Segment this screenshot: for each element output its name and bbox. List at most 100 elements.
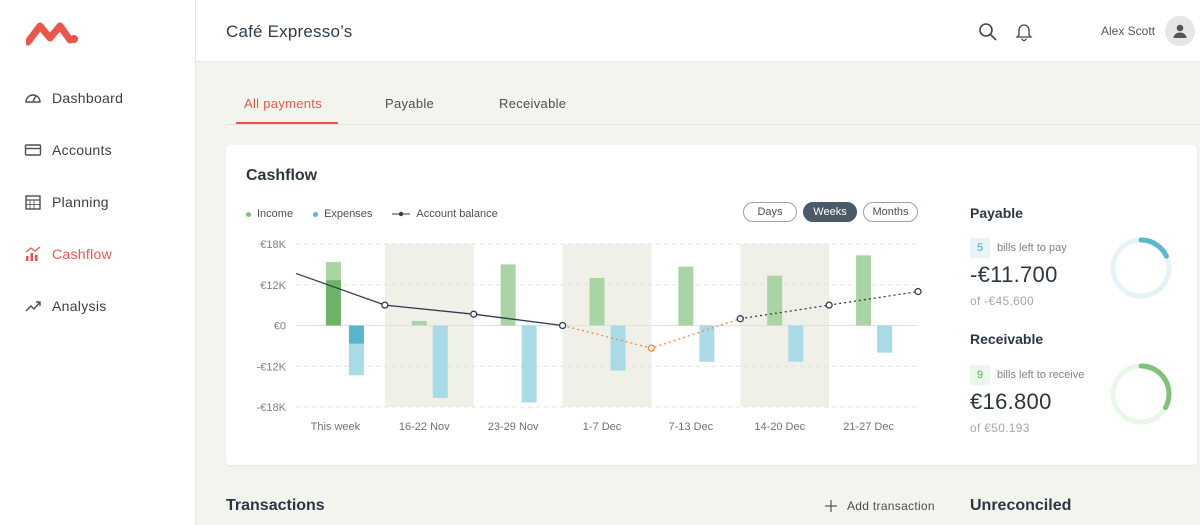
y-tick-label: -€18K bbox=[257, 402, 287, 414]
calendar-icon bbox=[24, 193, 42, 211]
user-name[interactable]: Alex Scott bbox=[1101, 24, 1156, 38]
sidebar-nav: Dashboard Accounts Planning Cashflow Ana… bbox=[0, 72, 196, 332]
y-tick-label: €18K bbox=[260, 239, 286, 251]
payable-amount: -€11.700 bbox=[970, 262, 1058, 287]
dashboard-icon bbox=[24, 89, 42, 107]
user-icon bbox=[1173, 24, 1187, 38]
expense-bar bbox=[877, 325, 893, 353]
sidebar: Dashboard Accounts Planning Cashflow Ana… bbox=[0, 0, 196, 525]
bell-icon[interactable] bbox=[1014, 21, 1034, 41]
add-transaction-label: Add transaction bbox=[847, 499, 935, 513]
receivable-amount: €16.800 bbox=[970, 389, 1052, 414]
x-tick-label: 7-13 Dec bbox=[669, 421, 714, 433]
balance-point bbox=[470, 310, 478, 318]
m-logo-icon[interactable] bbox=[26, 20, 80, 46]
income-bar bbox=[589, 277, 605, 326]
balance-point bbox=[736, 315, 744, 323]
period-months-button[interactable]: Months bbox=[863, 202, 918, 222]
payable-ring bbox=[1110, 237, 1172, 299]
plus-icon bbox=[825, 500, 837, 512]
expense-bar bbox=[699, 325, 715, 362]
x-tick-label: 14-20 Dec bbox=[754, 421, 805, 433]
balance-point bbox=[914, 287, 922, 296]
payable-bills-text: bills left to pay bbox=[997, 242, 1067, 254]
payment-tabs: All payments Payable Receivable bbox=[226, 80, 1200, 125]
legend-balance: Account balance bbox=[392, 208, 498, 220]
receivable-ring bbox=[1110, 363, 1172, 425]
top-bar: Café Expresso’s Alex Scott bbox=[196, 0, 1200, 62]
tab-payable[interactable]: Payable bbox=[385, 96, 435, 111]
income-bar bbox=[767, 275, 783, 326]
income-bar bbox=[411, 320, 427, 326]
payable-title: Payable bbox=[970, 205, 1023, 221]
page-title: Café Expresso’s bbox=[226, 22, 353, 41]
legend-expenses-label: Expenses bbox=[324, 208, 373, 220]
receivable-title: Receivable bbox=[970, 331, 1044, 347]
receivable-count: 9 bbox=[970, 365, 990, 385]
payable-bills: 5 bills left to pay bbox=[970, 238, 1067, 258]
bar-chart-icon bbox=[24, 245, 42, 263]
y-tick-label: €0 bbox=[274, 321, 286, 333]
cashflow-title: Cashflow bbox=[246, 167, 318, 184]
cashflow-chart: €18K €12K €0 -€12K -€18K This week 16-22 Nov 23… bbox=[257, 239, 922, 433]
balance-line bbox=[295, 272, 563, 327]
card-icon bbox=[24, 141, 42, 159]
ring-progress bbox=[1110, 363, 1172, 425]
legend-balance-label: Account balance bbox=[416, 208, 498, 220]
expense-bar bbox=[521, 325, 537, 403]
legend-expenses: Expenses bbox=[313, 208, 372, 220]
search-icon[interactable] bbox=[978, 22, 998, 42]
trend-icon bbox=[24, 297, 42, 315]
x-tick-label: This week bbox=[311, 421, 361, 433]
income-bar bbox=[500, 264, 516, 326]
sidebar-item-accounts[interactable]: Accounts bbox=[0, 124, 196, 176]
balance-point bbox=[647, 344, 656, 352]
expenses-dot-icon bbox=[313, 211, 319, 217]
income-bar bbox=[856, 255, 872, 326]
x-tick-label: 16-22 Nov bbox=[399, 421, 450, 433]
expense-bar-paid bbox=[348, 325, 364, 344]
balance-line-icon bbox=[392, 211, 411, 217]
receivable-total: of €50.193 bbox=[970, 421, 1030, 435]
sidebar-item-label: Dashboard bbox=[52, 90, 124, 106]
sidebar-item-label: Cashflow bbox=[52, 246, 112, 262]
sidebar-item-label: Planning bbox=[52, 194, 109, 210]
sidebar-item-planning[interactable]: Planning bbox=[0, 176, 196, 228]
avatar[interactable] bbox=[1165, 16, 1195, 46]
receivable-bills: 9 bills left to receive bbox=[970, 365, 1084, 385]
period-days-button[interactable]: Days bbox=[743, 202, 797, 222]
ring-progress bbox=[1110, 237, 1172, 299]
y-tick-label: -€12K bbox=[257, 361, 287, 373]
balance-point bbox=[381, 301, 389, 309]
balance-point bbox=[825, 301, 833, 309]
period-weeks-button[interactable]: Weeks bbox=[803, 202, 857, 222]
transactions-title: Transactions bbox=[226, 497, 325, 514]
expense-bar bbox=[432, 325, 448, 398]
sidebar-item-analysis[interactable]: Analysis bbox=[0, 280, 196, 332]
income-dot-icon bbox=[246, 211, 251, 217]
income-bar bbox=[678, 266, 694, 326]
cashflow-card: Cashflow Income Expenses Account balance… bbox=[226, 145, 1197, 465]
legend-income-label: Income bbox=[257, 208, 294, 220]
active-tab-indicator bbox=[236, 122, 338, 124]
expense-bar bbox=[610, 325, 626, 371]
expense-bar bbox=[788, 325, 804, 362]
sidebar-item-label: Analysis bbox=[52, 298, 107, 314]
tab-receivable[interactable]: Receivable bbox=[499, 96, 567, 111]
y-tick-label: €12K bbox=[260, 280, 286, 292]
chart-legend: Income Expenses Account balance bbox=[246, 208, 518, 220]
tab-all-payments[interactable]: All payments bbox=[244, 96, 323, 111]
x-tick-label: 21-27 Dec bbox=[843, 421, 894, 433]
sidebar-item-label: Accounts bbox=[52, 142, 112, 158]
receivable-bills-text: bills left to receive bbox=[997, 369, 1085, 381]
income-bar-paid bbox=[325, 280, 341, 326]
legend-income: Income bbox=[246, 208, 293, 220]
sidebar-item-dashboard[interactable]: Dashboard bbox=[0, 72, 196, 124]
payable-count: 5 bbox=[970, 238, 990, 258]
x-tick-label: 1-7 Dec bbox=[583, 421, 622, 433]
unreconciled-title: Unreconciled bbox=[970, 497, 1072, 514]
add-transaction-button[interactable]: Add transaction bbox=[825, 499, 935, 513]
sidebar-item-cashflow[interactable]: Cashflow bbox=[0, 228, 196, 280]
balance-point bbox=[558, 321, 567, 330]
x-tick-label: 23-29 Nov bbox=[488, 421, 539, 433]
